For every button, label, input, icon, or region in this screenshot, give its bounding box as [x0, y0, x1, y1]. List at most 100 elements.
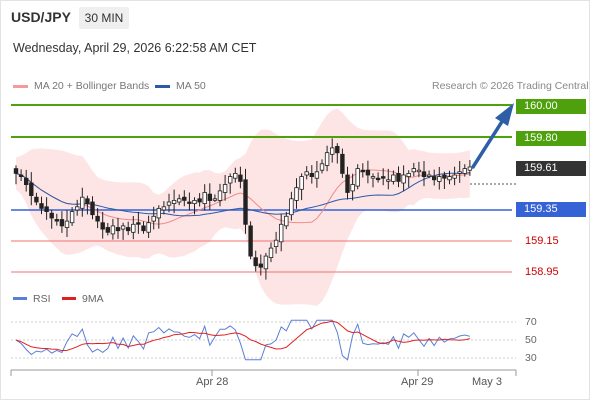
timeframe-button[interactable]: 30 MIN — [79, 7, 129, 29]
candle-body — [110, 225, 116, 235]
candle-body — [13, 168, 19, 174]
candle-body — [278, 223, 284, 243]
candle-body — [411, 168, 416, 173]
instrument-title: USD/JPY — [11, 9, 71, 25]
candles-layer — [13, 138, 473, 280]
candle-body — [34, 196, 39, 203]
rsi-tick-70: 70 — [525, 316, 537, 328]
timestamp: Wednesday, April 29, 2026 6:22:58 AM CET — [13, 41, 257, 55]
candle-body — [115, 227, 121, 232]
candle-body — [304, 171, 309, 176]
candle-body — [49, 212, 54, 219]
candle-body — [202, 192, 207, 205]
candle-body — [273, 239, 279, 247]
candle-body — [18, 174, 24, 178]
candle-body — [59, 219, 65, 227]
candle-body — [350, 184, 355, 192]
bollinger-band — [16, 108, 470, 306]
credit-text: Research © 2026 Trading Central — [432, 80, 589, 92]
candle-body — [151, 215, 156, 222]
candle-body — [442, 174, 447, 179]
candle-body — [39, 203, 44, 209]
candle-body — [396, 172, 401, 182]
candle-body — [85, 198, 90, 205]
rsi-tick-30: 30 — [525, 352, 537, 364]
level-tag-r1: 159.80 — [516, 131, 586, 146]
candle-body — [105, 227, 110, 233]
rsi-ma-line — [15, 320, 471, 352]
candle-body — [431, 176, 437, 181]
x-label-apr29: Apr 29 — [401, 376, 434, 388]
candle-body — [375, 177, 381, 181]
candle-body — [289, 198, 294, 216]
candle-body — [426, 174, 432, 177]
candle-body — [182, 196, 187, 201]
candle-body — [462, 168, 467, 174]
candle-body — [345, 174, 350, 193]
candle-body — [319, 163, 325, 171]
candle-body — [294, 187, 299, 201]
ma20-legend-label: MA 20 + Bollinger Bands — [34, 80, 150, 92]
candle-body — [166, 201, 172, 206]
candle-body — [146, 222, 151, 233]
candle-body — [207, 193, 212, 201]
candle-body — [90, 201, 95, 216]
candle-body — [467, 166, 473, 171]
candle-body — [284, 215, 289, 227]
candle-body — [233, 172, 238, 179]
level-tag-s1: 159.35 — [516, 202, 586, 217]
candle-body — [447, 176, 452, 181]
candle-body — [131, 223, 136, 233]
candle-body — [187, 201, 192, 204]
candle-body — [176, 198, 182, 203]
candle-body — [370, 176, 376, 179]
candle-body — [365, 169, 371, 176]
candle-body — [335, 145, 340, 154]
candle-body — [401, 174, 406, 184]
candle-body — [309, 172, 314, 177]
candle-body — [100, 222, 105, 230]
candle-body — [23, 177, 29, 185]
candle-body — [340, 153, 345, 174]
candle-body — [171, 199, 177, 204]
candle-body — [54, 219, 59, 222]
candle-body — [141, 225, 146, 232]
rsi-panel — [11, 319, 516, 361]
candle-body — [268, 247, 274, 259]
candle-body — [263, 255, 269, 270]
candle-body — [161, 206, 167, 211]
rsi-line — [15, 319, 471, 361]
ma50-legend-label: MA 50 — [176, 80, 206, 92]
candle-body — [136, 222, 141, 225]
candle-body — [258, 263, 263, 268]
candle-body — [314, 171, 320, 179]
candle-body — [69, 211, 75, 224]
candle-body — [156, 207, 161, 219]
candle-body — [120, 225, 126, 230]
candle-body — [324, 152, 330, 166]
rsi-ma-swatch — [62, 297, 76, 300]
level-label-s3: 158.95 — [525, 266, 559, 278]
candle-body — [421, 171, 427, 178]
ma20-swatch — [13, 85, 28, 88]
forecast-arrow — [471, 103, 514, 169]
rsi-tick-50: 50 — [525, 334, 537, 346]
candle-body — [227, 176, 233, 184]
candle-body — [416, 169, 422, 173]
x-label-may3: May 3 — [472, 376, 502, 388]
candle-body — [457, 171, 462, 174]
candle-body — [329, 147, 335, 155]
rsi-swatch — [13, 297, 27, 300]
candle-body — [380, 176, 386, 179]
candle-body — [386, 179, 391, 182]
candle-body — [222, 184, 228, 193]
candle-body — [248, 225, 253, 257]
ma50-swatch — [155, 85, 170, 88]
level-label-s2: 159.15 — [525, 235, 559, 247]
candle-body — [75, 206, 80, 211]
candle-body — [406, 172, 411, 177]
candle-body — [80, 196, 85, 209]
rsi-legend-label: RSI — [33, 293, 51, 305]
candle-body — [238, 174, 243, 182]
